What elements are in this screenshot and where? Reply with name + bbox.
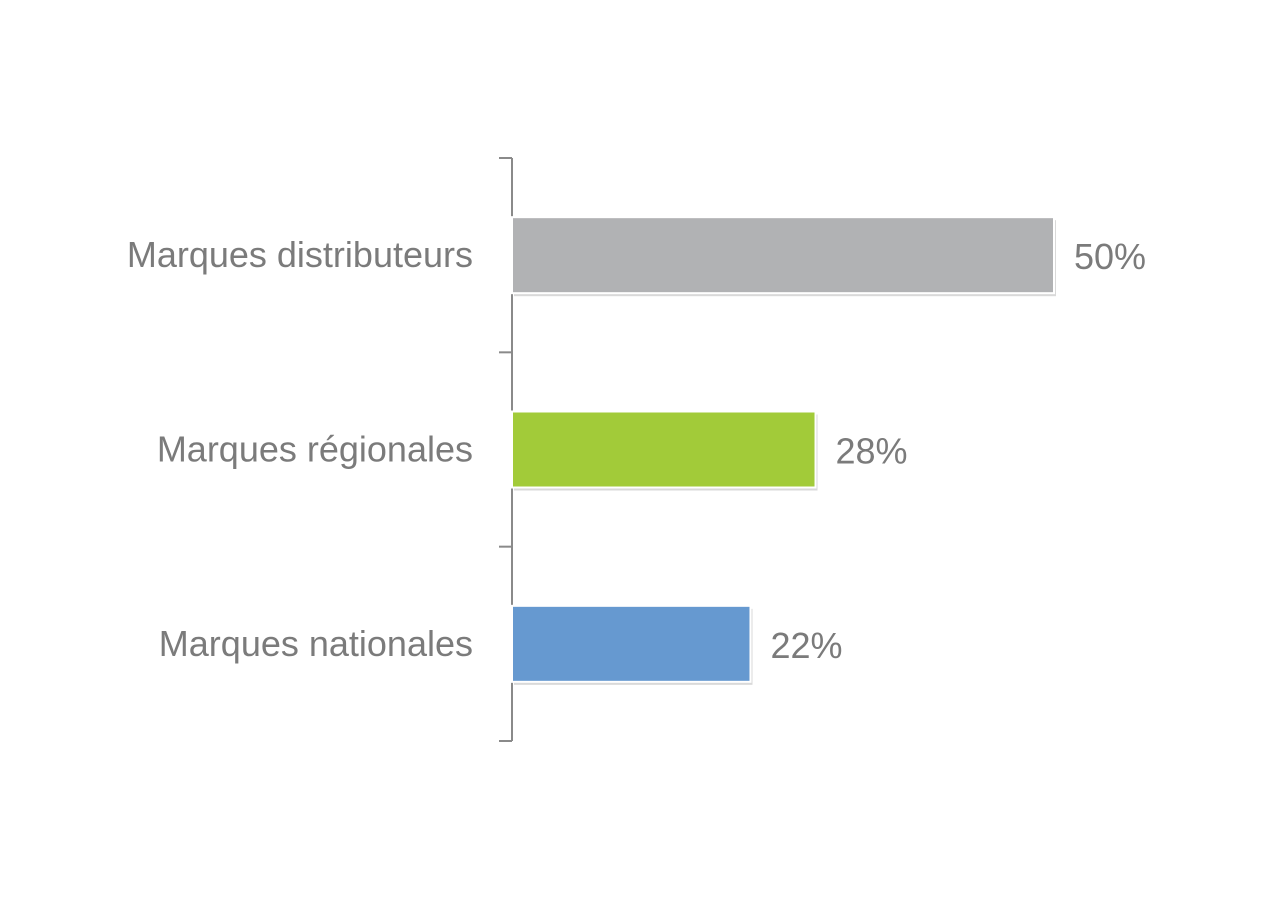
label-layer: Marques distributeurs 50% Marques régional… — [127, 234, 1146, 666]
value-label: 28% — [836, 431, 908, 472]
bar-2 — [511, 410, 817, 489]
bar-1 — [511, 216, 1055, 295]
category-label: Marques nationales — [159, 623, 473, 664]
value-label: 50% — [1074, 236, 1146, 277]
category-label: Marques distributeurs — [127, 234, 473, 275]
bar-3 — [511, 604, 752, 683]
bar-layer — [511, 216, 1056, 685]
axis-layer — [499, 157, 513, 742]
category-label: Marques régionales — [157, 429, 473, 470]
value-label: 22% — [770, 625, 842, 666]
